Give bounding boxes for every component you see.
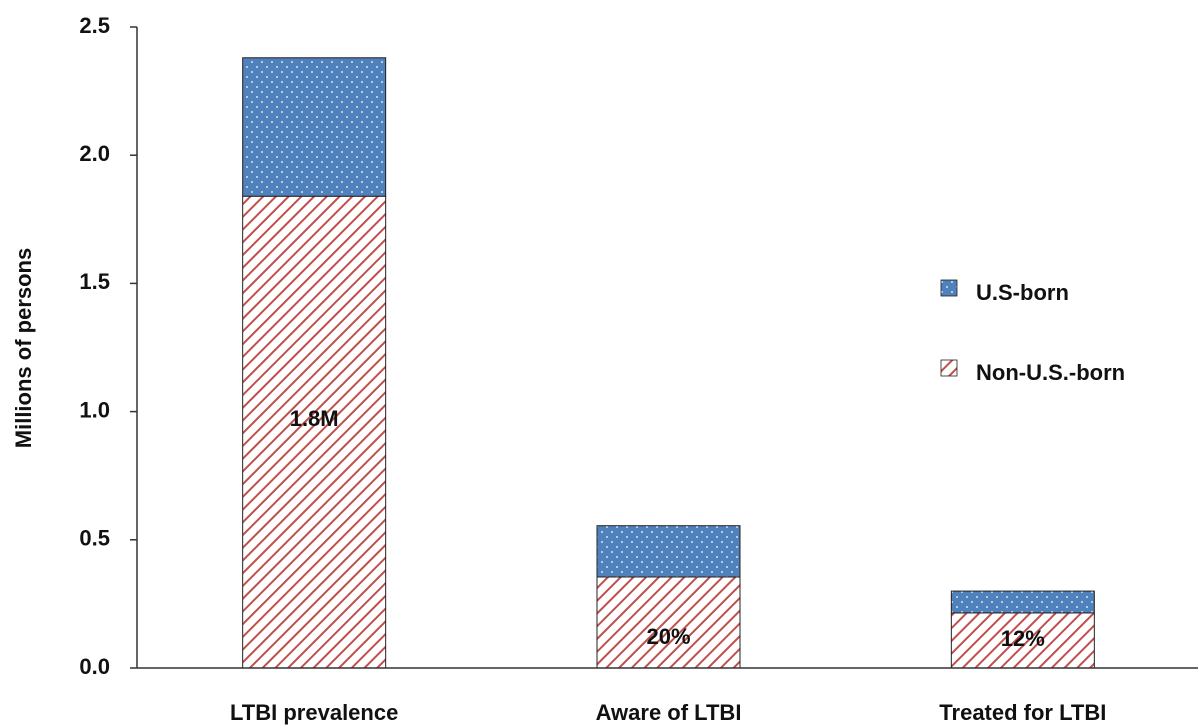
x-tick-label: Aware of LTBI (596, 700, 742, 725)
y-tick-label: 2.0 (79, 141, 110, 166)
bar-annotation: 12% (1001, 626, 1045, 651)
bar-segment (596, 525, 741, 578)
bar-segment (242, 57, 387, 197)
legend-swatch (940, 279, 958, 297)
y-tick-label: 1.5 (79, 269, 110, 294)
legend-swatch (940, 359, 958, 377)
y-axis-title: Millions of persons (11, 248, 36, 448)
bar-segment (596, 576, 741, 669)
bar-annotation: 1.8M (290, 406, 339, 431)
bar-segment (242, 195, 387, 669)
legend-label: U.S-born (976, 280, 1069, 305)
y-tick-label: 1.0 (79, 397, 110, 422)
legend-label: Non-U.S.-born (976, 360, 1125, 385)
bar-annotation: 20% (646, 624, 690, 649)
y-tick-label: 0.5 (79, 526, 110, 551)
x-tick-label: Treated for LTBI (939, 700, 1106, 725)
y-tick-label: 0.0 (79, 654, 110, 679)
x-tick-label: LTBI prevalence (230, 700, 398, 725)
bar-segment (950, 590, 1095, 614)
y-tick-label: 2.5 (79, 13, 110, 38)
